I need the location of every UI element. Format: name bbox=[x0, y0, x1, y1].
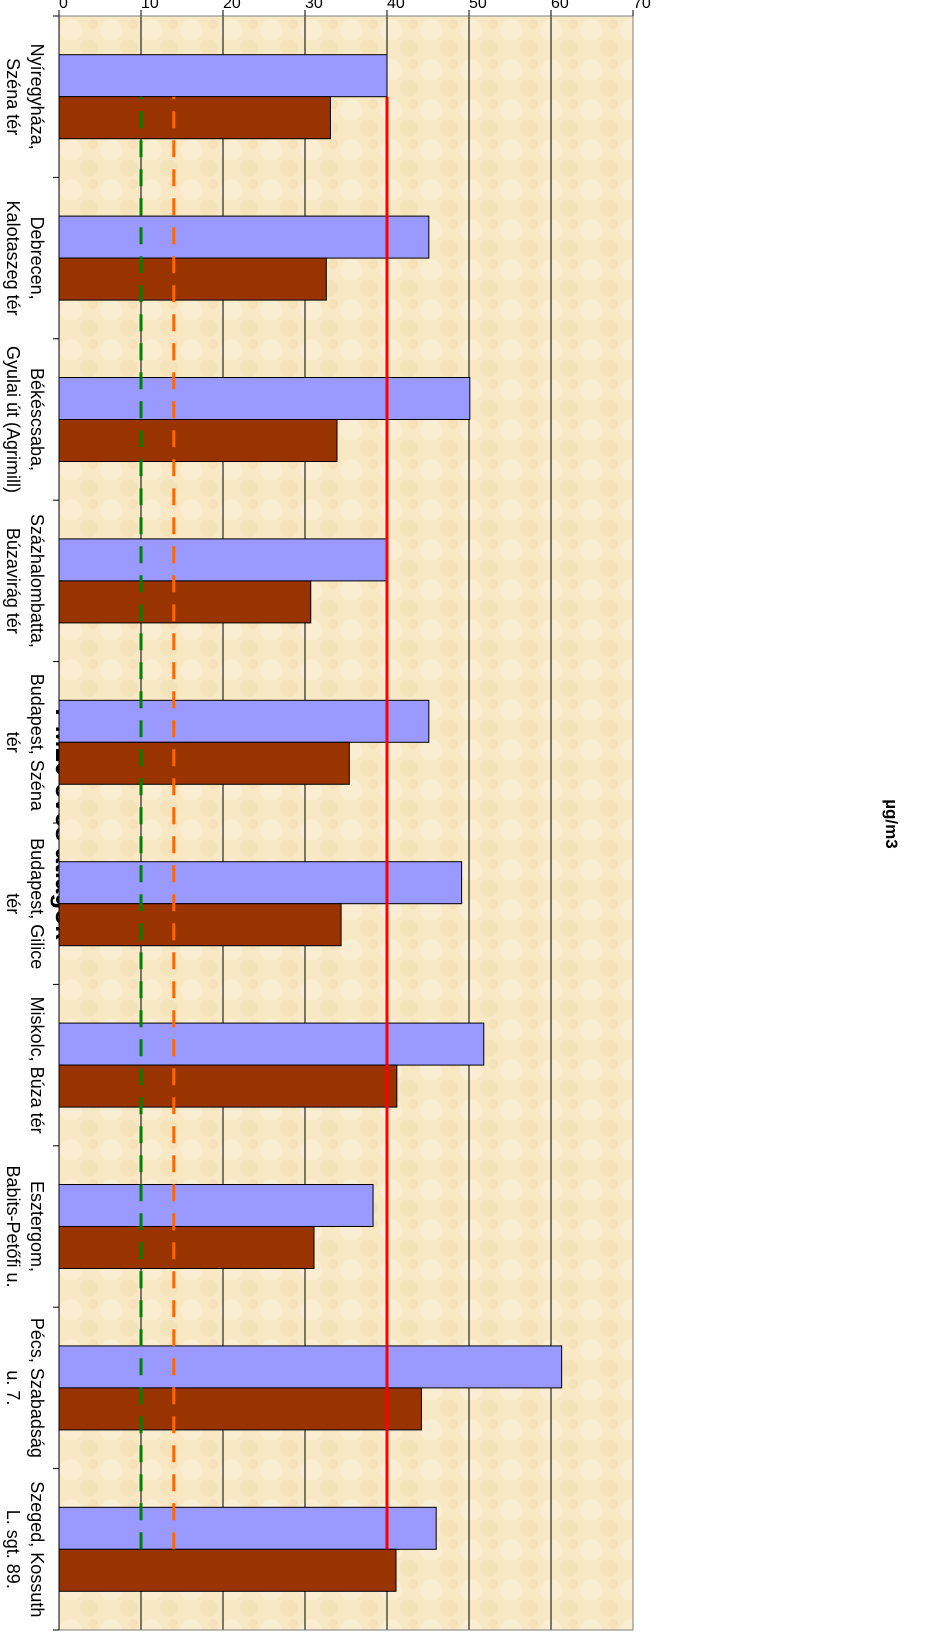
category-label: Százhalombatta,Búzavirág tér bbox=[3, 514, 47, 648]
bar-2008 bbox=[58, 903, 342, 947]
bar-2005 bbox=[58, 54, 388, 98]
bar-2008 bbox=[58, 1548, 397, 1592]
bar-2005 bbox=[58, 1022, 485, 1066]
value-tick-label: 50 bbox=[469, 0, 487, 12]
value-axis: 0 10 20 30 40 50 60 70 bbox=[53, 0, 651, 1631]
bar-2008 bbox=[58, 1064, 398, 1108]
value-tick-label: 20 bbox=[223, 0, 241, 12]
bar-2008 bbox=[58, 1226, 315, 1269]
category-label: Debrecen,Kalotaszeg tér bbox=[3, 201, 47, 316]
bar-2008 bbox=[58, 1387, 422, 1431]
bar-2005 bbox=[58, 699, 430, 743]
category-labels: Szeged, KossuthL. sgt. 89. Pécs, Szabadsá… bbox=[0, 44, 47, 1618]
bar-2005 bbox=[58, 215, 430, 259]
category-label: Pécs, Szabadságu. 7. bbox=[3, 1318, 47, 1458]
value-tick-label: 0 bbox=[59, 0, 68, 12]
bar-2005 bbox=[58, 1345, 563, 1389]
bar-2005 bbox=[58, 1506, 437, 1550]
bar-2005 bbox=[58, 861, 463, 905]
bar-2008 bbox=[58, 580, 312, 624]
value-tick-label: 10 bbox=[141, 0, 159, 12]
plot-area bbox=[58, 15, 634, 1631]
bar-2005 bbox=[58, 377, 471, 420]
bar-2008 bbox=[58, 257, 327, 301]
value-tick-label: 60 bbox=[551, 0, 569, 12]
value-axis-label: µg/m3 bbox=[882, 799, 901, 848]
category-label: Szeged, KossuthL. sgt. 89. bbox=[3, 1481, 47, 1617]
bar-2008 bbox=[58, 741, 350, 785]
bar-2005 bbox=[58, 538, 387, 582]
category-label: Budapest, Gilicetér bbox=[3, 838, 47, 969]
bar-2008 bbox=[58, 419, 338, 462]
category-label: Békéscsaba,Gyulai út (Agrimill) bbox=[3, 346, 47, 493]
value-tick-label: 40 bbox=[387, 0, 405, 12]
value-tick-label: 30 bbox=[305, 0, 323, 12]
category-label: Esztergom,Babits-Petőfi u.sarok bbox=[0, 1165, 47, 1287]
bar-2005 bbox=[58, 1184, 374, 1227]
category-label: Miskolc, Búza tér bbox=[27, 997, 47, 1134]
value-tick-label: 70 bbox=[633, 0, 651, 12]
category-label: Budapest, Szénatér bbox=[3, 674, 47, 812]
category-label: Nyíregyháza,Széna tér bbox=[3, 44, 47, 150]
bar-2008 bbox=[58, 96, 331, 140]
